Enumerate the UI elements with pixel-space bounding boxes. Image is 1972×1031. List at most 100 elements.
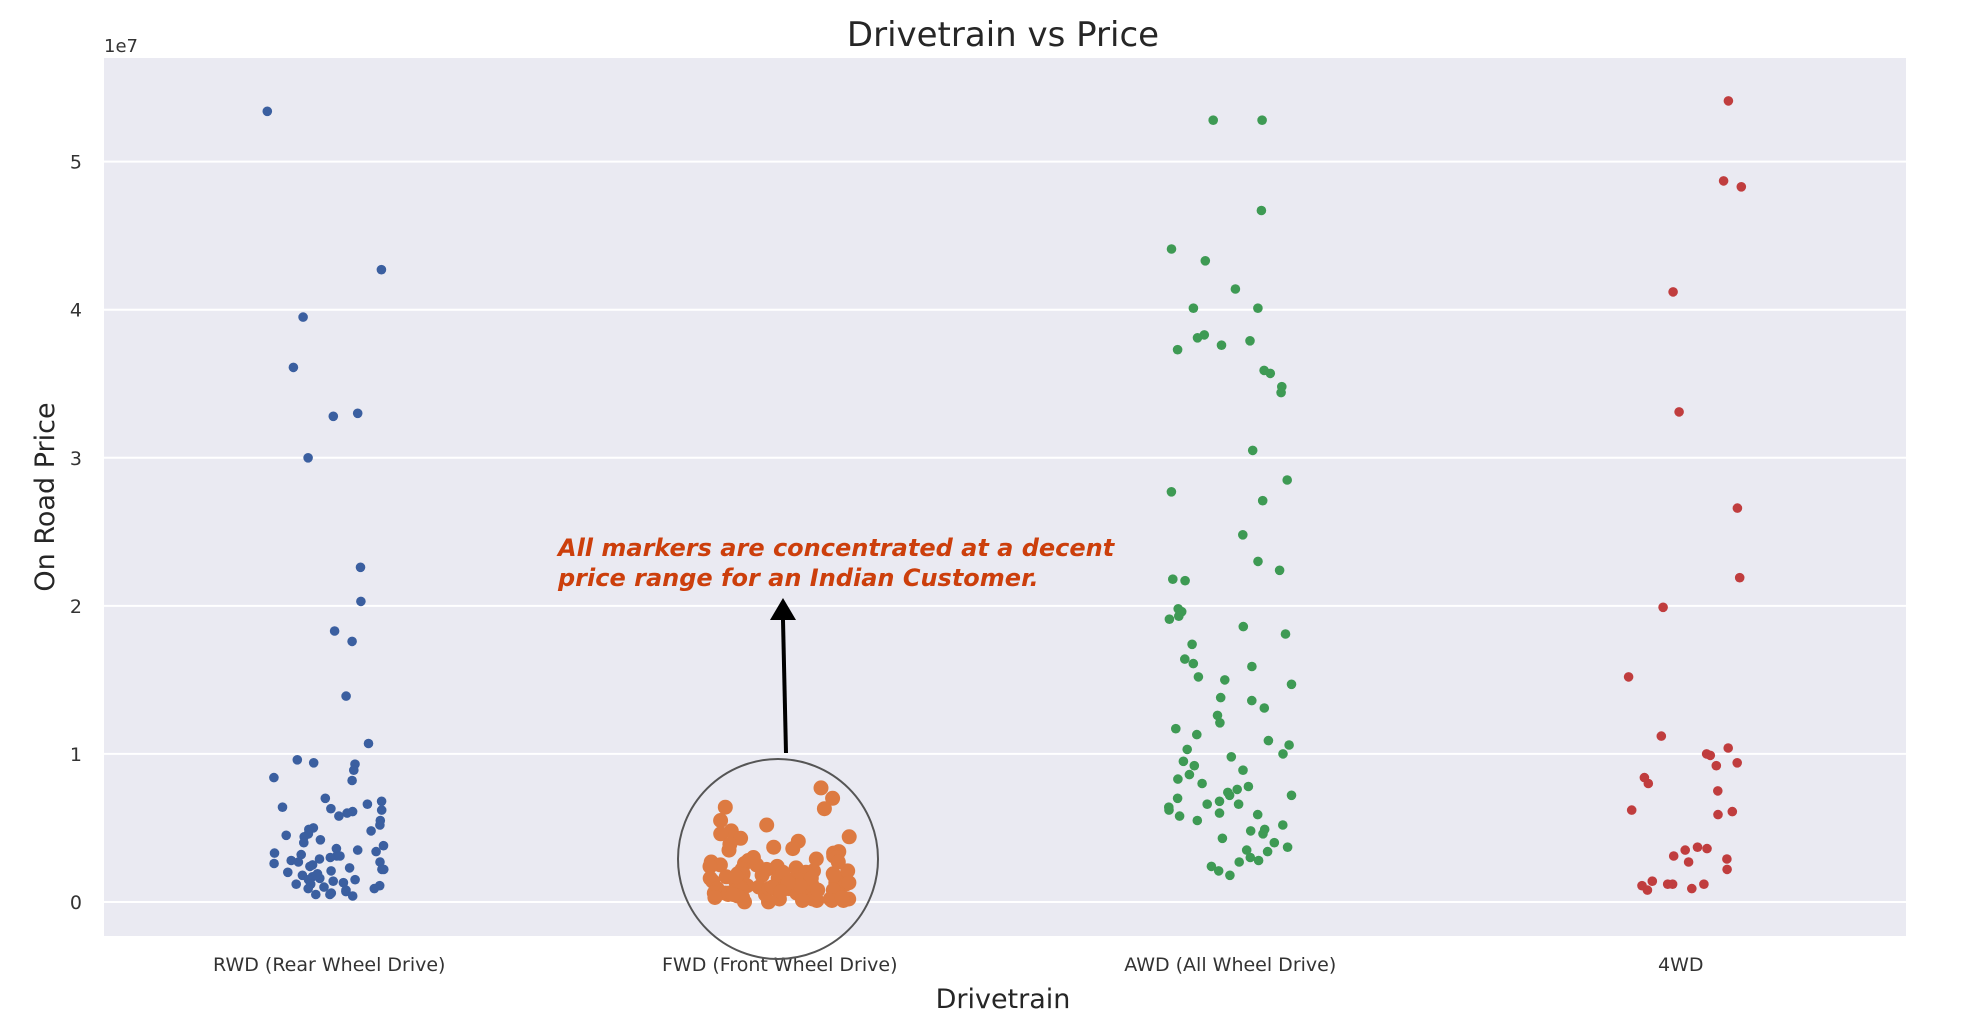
data-point — [1188, 658, 1199, 669]
data-point — [1713, 809, 1723, 820]
data-point — [834, 890, 850, 905]
chart-title: Drivetrain vs Price — [847, 15, 1159, 55]
data-point — [1257, 495, 1268, 506]
data-point — [1732, 758, 1742, 768]
data-point — [813, 780, 829, 796]
data-point — [356, 596, 366, 607]
data-point — [308, 758, 319, 768]
data-point — [1662, 879, 1673, 889]
x-tick-label: RWD (Rear Wheel Drive) — [213, 954, 445, 976]
data-point — [334, 811, 344, 821]
data-point — [1197, 778, 1207, 789]
data-point — [1265, 368, 1276, 379]
data-point — [1623, 672, 1634, 682]
highlight-circle — [677, 758, 879, 960]
y-tick-label: 2 — [70, 596, 82, 618]
data-point — [375, 820, 385, 830]
x-tick-label: FWD (Front Wheel Drive) — [662, 954, 898, 976]
data-point — [1683, 857, 1694, 867]
data-point — [347, 636, 357, 647]
data-point — [331, 843, 342, 854]
data-point — [281, 830, 292, 841]
data-point — [1722, 854, 1732, 864]
data-point — [1253, 556, 1263, 567]
data-point — [303, 883, 314, 894]
data-point — [1282, 842, 1293, 852]
data-point — [1702, 843, 1712, 854]
data-point — [1245, 336, 1255, 346]
data-point — [1647, 876, 1658, 886]
data-point — [352, 408, 363, 419]
data-point — [375, 857, 385, 867]
data-point — [376, 264, 387, 275]
data-point — [1164, 805, 1174, 815]
data-point — [320, 793, 331, 804]
data-point — [1658, 602, 1668, 613]
data-point — [1722, 864, 1732, 875]
data-point — [707, 890, 723, 905]
data-point — [1276, 387, 1286, 398]
y-tick-label: 1 — [70, 744, 82, 766]
data-point — [1234, 857, 1244, 867]
data-point — [1727, 806, 1738, 817]
data-point — [1642, 885, 1653, 895]
data-point — [810, 882, 826, 898]
data-point — [362, 799, 373, 809]
data-point — [1253, 855, 1264, 866]
data-point — [1192, 815, 1203, 826]
data-point — [311, 889, 321, 900]
annotation-line-1: All markers are concentrated at a decent — [556, 534, 1116, 562]
y-tick-labels: 0 1 2 3 4 5 — [70, 152, 82, 914]
data-point — [1238, 621, 1249, 632]
data-point — [1224, 790, 1235, 801]
data-point — [369, 883, 380, 894]
data-point — [725, 887, 741, 902]
data-point — [341, 691, 351, 701]
data-point — [325, 889, 335, 900]
data-point — [1206, 861, 1217, 872]
data-point — [1278, 820, 1288, 830]
data-point — [1245, 852, 1256, 863]
grid-lines — [104, 160, 1906, 903]
data-point — [335, 851, 345, 861]
data-point — [713, 826, 729, 842]
data-point — [1252, 809, 1263, 820]
x-axis-label: Drivetrain — [936, 984, 1071, 1015]
data-point — [1220, 675, 1230, 685]
data-point — [1687, 883, 1697, 894]
data-point — [1174, 811, 1185, 821]
data-point — [352, 845, 363, 855]
data-point — [269, 858, 279, 869]
data-point — [702, 858, 718, 874]
data-point — [376, 805, 387, 815]
data-point — [1734, 572, 1745, 583]
data-point — [1280, 629, 1291, 639]
data-point — [808, 851, 824, 867]
data-point — [296, 849, 307, 860]
data-point — [1187, 639, 1197, 650]
data-point — [713, 813, 729, 828]
data-point — [1626, 805, 1637, 815]
data-point — [1230, 284, 1241, 294]
data-point — [262, 106, 273, 117]
data-point — [1732, 503, 1743, 513]
data-point — [269, 772, 279, 783]
data-point — [328, 876, 339, 886]
data-point — [1247, 695, 1257, 706]
data-point — [1164, 614, 1175, 624]
data-point — [1180, 654, 1190, 664]
data-point — [840, 863, 856, 879]
data-point — [1668, 287, 1678, 297]
data-points — [262, 96, 1747, 910]
data-point — [1257, 115, 1267, 125]
data-point — [366, 826, 376, 836]
data-point — [1208, 115, 1218, 125]
data-point — [325, 852, 336, 863]
data-point — [344, 863, 355, 873]
data-point — [1200, 255, 1211, 266]
data-point — [785, 841, 801, 857]
data-point — [1225, 870, 1235, 881]
data-point — [745, 850, 761, 865]
data-point — [1643, 778, 1654, 789]
data-point — [1192, 333, 1203, 343]
